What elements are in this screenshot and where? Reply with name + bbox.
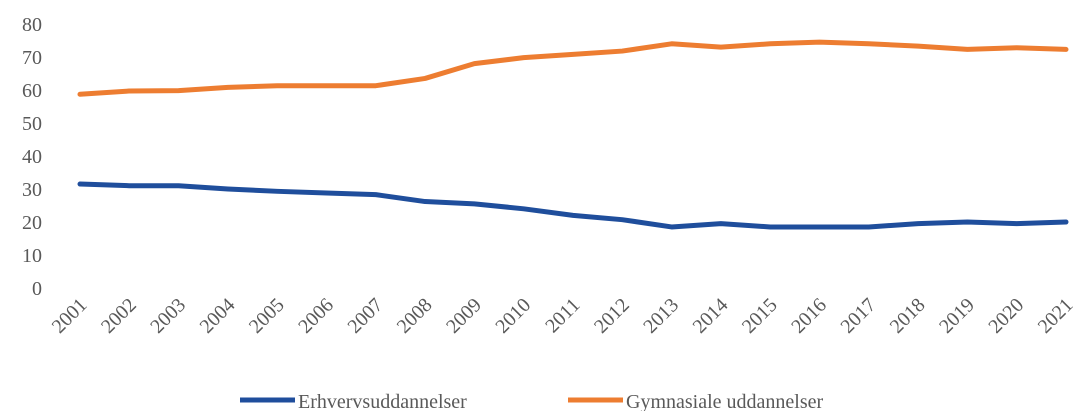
line-series [77,39,1069,97]
x-tick-label: 2019 [935,294,979,338]
x-tick-label: 2006 [294,294,338,338]
y-tick-label: 30 [22,179,42,201]
y-tick-label: 60 [22,80,42,102]
x-tick-label: 2010 [491,294,535,338]
y-tick-label: 20 [22,212,42,234]
x-tick-label: 2021 [1034,294,1078,338]
x-tick-label: 2007 [343,294,387,338]
legend-label: Erhvervsuddannelser [298,391,467,411]
x-tick-label: 2017 [836,294,880,338]
x-tick-label: 2020 [984,294,1028,338]
y-tick-label: 70 [22,47,42,69]
x-tick-label: 2016 [787,294,831,338]
y-tick-label: 10 [22,245,42,267]
x-tick-label: 2009 [442,294,486,338]
x-tick-label: 2003 [146,294,190,338]
x-tick-label: 2005 [245,294,289,338]
y-tick-label: 80 [22,14,42,36]
x-tick-label: 2018 [886,294,930,338]
x-tick-label: 2001 [48,294,92,338]
y-tick-label: 50 [22,113,42,135]
x-tick-label: 2002 [97,294,141,338]
line-series [77,181,1069,230]
x-tick-label: 2011 [541,294,584,337]
x-tick-label: 2012 [590,294,634,338]
y-tick-label: 0 [32,278,42,300]
x-tick-label: 2004 [196,294,240,338]
x-tick-label: 2015 [738,294,782,338]
x-tick-label: 2014 [689,294,733,338]
legend-label: Gymnasiale uddannelser [626,391,823,411]
y-tick-label: 40 [22,146,42,168]
x-tick-label: 2008 [393,294,437,338]
x-tick-label: 2013 [639,294,683,338]
